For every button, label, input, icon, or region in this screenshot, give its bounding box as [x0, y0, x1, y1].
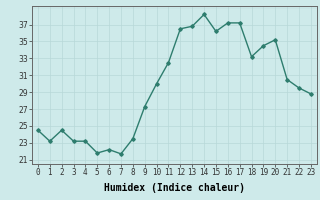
X-axis label: Humidex (Indice chaleur): Humidex (Indice chaleur)	[104, 183, 245, 193]
